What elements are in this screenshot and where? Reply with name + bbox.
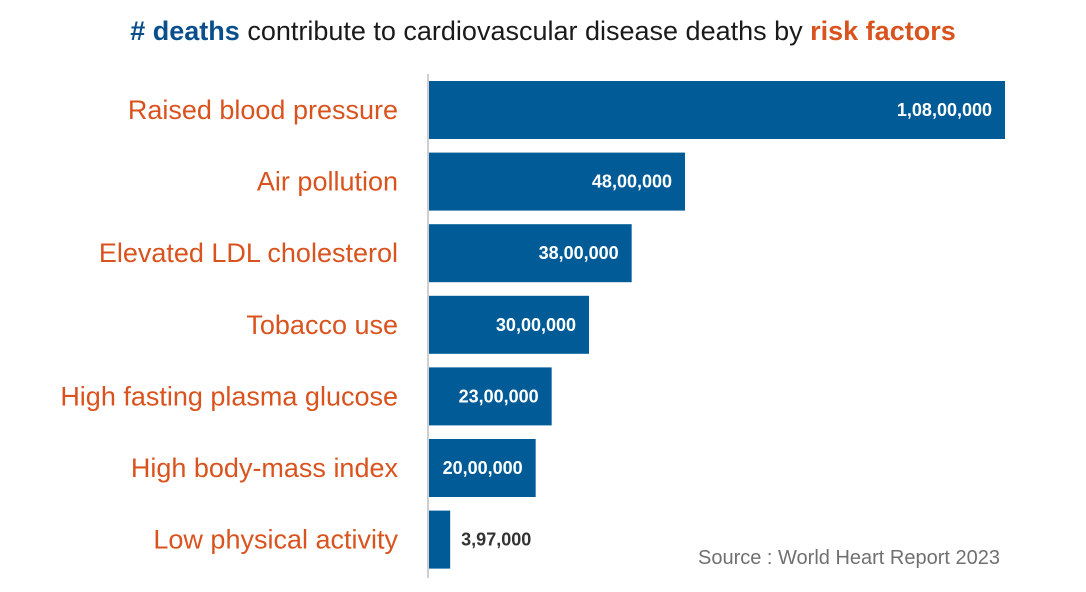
data-label: 1,08,00,000 <box>897 100 992 120</box>
bar <box>429 81 1005 139</box>
category-label: Raised blood pressure <box>128 95 398 125</box>
data-label: 38,00,000 <box>539 243 619 263</box>
title-highlight-risk-factors: risk factors <box>810 16 956 46</box>
data-label: 30,00,000 <box>496 315 576 335</box>
data-label: 20,00,000 <box>443 458 523 478</box>
bar <box>429 224 632 283</box>
data-label: 23,00,000 <box>459 386 539 406</box>
category-label: High fasting plasma glucose <box>60 381 398 411</box>
category-label: High body-mass index <box>131 453 399 483</box>
category-label: Tobacco use <box>246 310 398 340</box>
title-middle-text: contribute to cardiovascular disease dea… <box>239 16 811 46</box>
bar <box>429 439 536 497</box>
source-note: Source : World Heart Report 2023 <box>698 547 1001 569</box>
data-label: 48,00,000 <box>592 172 672 192</box>
bar <box>429 152 685 211</box>
title-highlight-deaths: # deaths <box>130 16 240 46</box>
category-label: Elevated LDL cholesterol <box>99 238 398 268</box>
bar <box>429 510 451 569</box>
category-label: Low physical activity <box>153 525 398 555</box>
chart-title: # deaths contribute to cardiovascular di… <box>0 16 1086 47</box>
bar <box>429 295 589 354</box>
category-label: Air pollution <box>257 167 398 197</box>
data-label: 3,97,000 <box>461 530 531 550</box>
bar <box>429 367 552 426</box>
